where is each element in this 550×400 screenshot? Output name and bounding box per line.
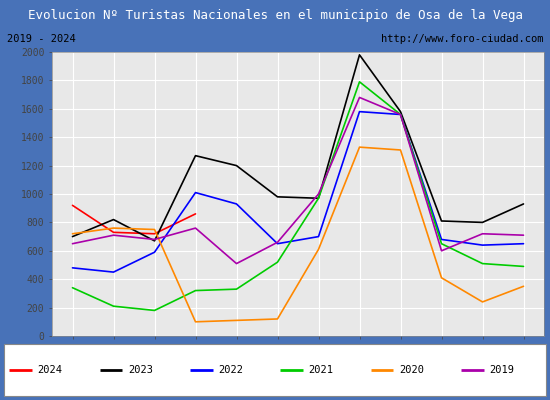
Text: 2021: 2021 [309,365,333,375]
Text: Evolucion Nº Turistas Nacionales en el municipio de Osa de la Vega: Evolucion Nº Turistas Nacionales en el m… [28,8,522,22]
Text: 2019 - 2024: 2019 - 2024 [7,34,75,44]
Text: 2022: 2022 [218,365,243,375]
Text: 2020: 2020 [399,365,424,375]
Text: 2023: 2023 [128,365,153,375]
FancyBboxPatch shape [4,344,546,396]
Text: 2019: 2019 [489,365,514,375]
Text: http://www.foro-ciudad.com: http://www.foro-ciudad.com [381,34,543,44]
Text: 2024: 2024 [37,365,62,375]
